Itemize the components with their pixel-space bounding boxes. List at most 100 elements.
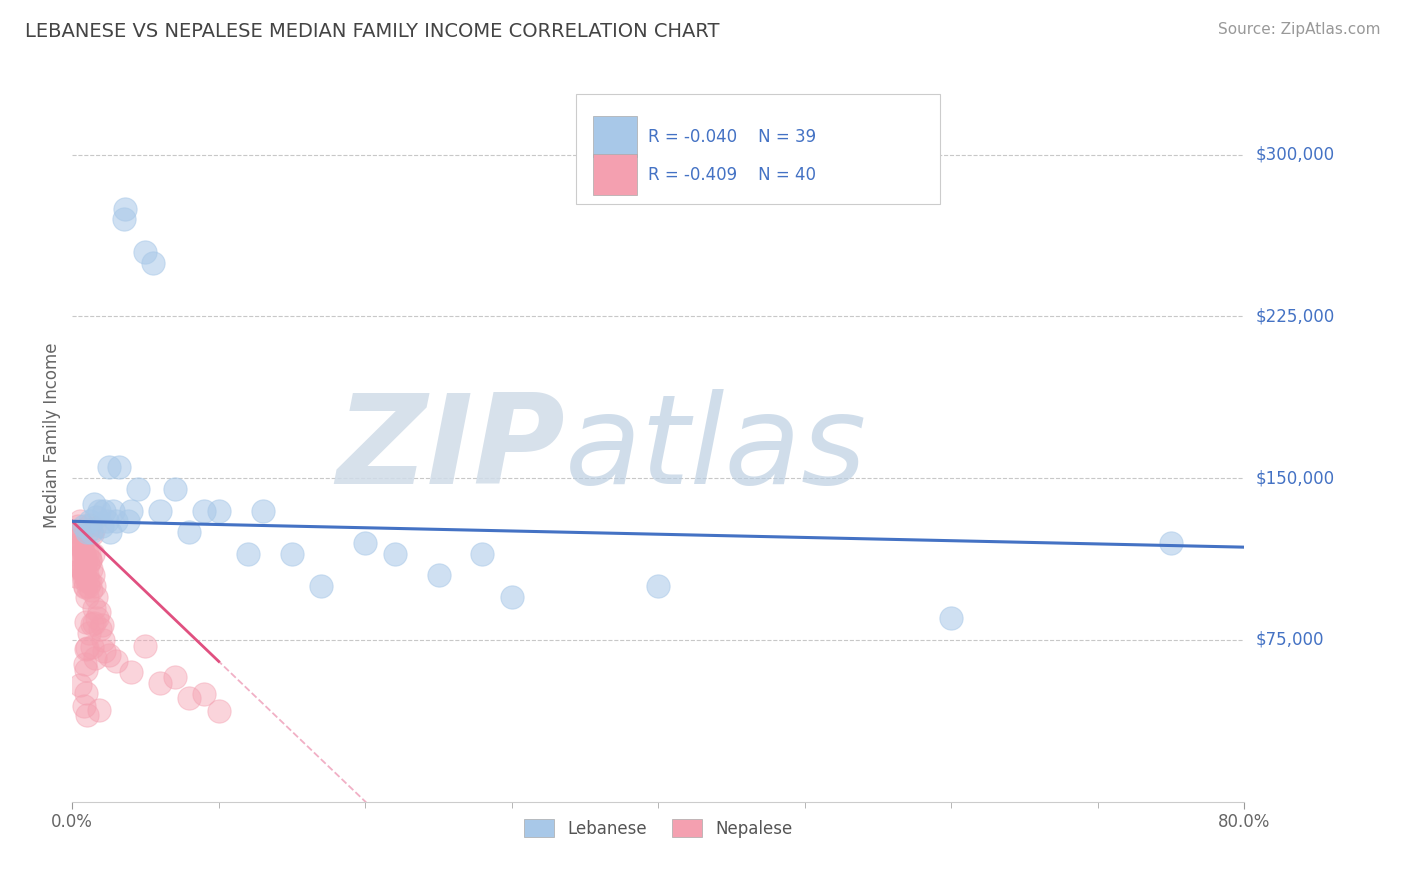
Point xyxy=(69,678,91,692)
Text: R = -0.409    N = 40: R = -0.409 N = 40 xyxy=(648,166,815,184)
Point xyxy=(82,547,104,561)
Point xyxy=(80,562,103,576)
Point xyxy=(65,533,87,548)
Point xyxy=(72,561,94,575)
Point xyxy=(76,640,98,655)
Point xyxy=(90,617,112,632)
Point xyxy=(77,579,100,593)
Point xyxy=(384,547,406,561)
Point xyxy=(89,622,111,636)
Legend: Lebanese, Nepalese: Lebanese, Nepalese xyxy=(517,813,799,845)
Point xyxy=(69,539,91,553)
Point xyxy=(86,611,108,625)
Point xyxy=(75,663,97,677)
Point xyxy=(73,657,96,672)
Point xyxy=(98,524,121,539)
Point xyxy=(236,547,259,561)
Point xyxy=(69,536,91,550)
Point xyxy=(77,549,100,563)
Point xyxy=(82,640,104,654)
Point xyxy=(76,524,98,539)
Point xyxy=(83,521,105,535)
Point xyxy=(179,691,201,706)
Point xyxy=(208,704,231,718)
Point xyxy=(120,503,142,517)
Point xyxy=(103,503,125,517)
Point xyxy=(149,676,172,690)
Point xyxy=(127,482,149,496)
Point xyxy=(73,547,96,561)
Point xyxy=(108,460,131,475)
Point xyxy=(65,569,87,583)
Point xyxy=(69,562,91,576)
Point xyxy=(75,558,97,572)
Point xyxy=(252,503,274,517)
Point xyxy=(134,244,156,259)
Point xyxy=(75,642,97,657)
Point xyxy=(73,518,96,533)
Point xyxy=(65,554,87,568)
Point xyxy=(91,632,114,647)
Text: $300,000: $300,000 xyxy=(1256,145,1334,164)
Point xyxy=(193,687,215,701)
Point xyxy=(134,640,156,654)
Text: $75,000: $75,000 xyxy=(1256,631,1324,648)
Text: LEBANESE VS NEPALESE MEDIAN FAMILY INCOME CORRELATION CHART: LEBANESE VS NEPALESE MEDIAN FAMILY INCOM… xyxy=(25,22,720,41)
Text: atlas: atlas xyxy=(565,389,866,510)
Point xyxy=(84,590,107,604)
FancyBboxPatch shape xyxy=(593,154,637,195)
Point xyxy=(75,579,97,593)
Point xyxy=(80,616,103,631)
Point xyxy=(72,540,94,554)
Point xyxy=(77,574,100,589)
Point xyxy=(93,643,115,657)
Point xyxy=(67,518,90,533)
Point xyxy=(73,550,96,565)
Point xyxy=(97,648,120,662)
Point xyxy=(208,503,231,517)
Text: ZIP: ZIP xyxy=(336,389,565,510)
Point xyxy=(69,514,91,528)
Point xyxy=(83,497,105,511)
Point xyxy=(97,460,120,475)
Text: $225,000: $225,000 xyxy=(1256,308,1334,326)
Point xyxy=(87,605,110,619)
Point xyxy=(70,547,93,561)
Point xyxy=(79,553,101,567)
Point xyxy=(79,514,101,528)
Point xyxy=(76,547,98,561)
Point xyxy=(83,650,105,665)
Y-axis label: Median Family Income: Median Family Income xyxy=(44,343,60,528)
Point xyxy=(73,699,96,714)
Point xyxy=(76,590,98,604)
Point xyxy=(82,568,104,582)
Point xyxy=(311,579,333,593)
Point xyxy=(427,568,450,582)
Point xyxy=(84,510,107,524)
Point xyxy=(114,202,136,216)
Point xyxy=(80,524,103,539)
Point xyxy=(501,590,523,604)
Point xyxy=(75,615,97,629)
Point xyxy=(70,524,93,539)
Point xyxy=(79,574,101,589)
Text: Source: ZipAtlas.com: Source: ZipAtlas.com xyxy=(1218,22,1381,37)
Point xyxy=(1160,536,1182,550)
Point xyxy=(105,514,128,528)
Point xyxy=(76,568,98,582)
Point xyxy=(67,532,90,546)
Point xyxy=(471,547,494,561)
Point xyxy=(87,503,110,517)
Text: $150,000: $150,000 xyxy=(1256,469,1334,487)
Point xyxy=(90,518,112,533)
Point xyxy=(73,566,96,580)
Point xyxy=(163,669,186,683)
Point xyxy=(72,562,94,576)
Point xyxy=(73,554,96,568)
Point xyxy=(354,536,377,550)
Point xyxy=(80,583,103,598)
Point xyxy=(193,503,215,517)
Point xyxy=(647,579,669,593)
Point xyxy=(65,544,87,558)
Point xyxy=(142,255,165,269)
